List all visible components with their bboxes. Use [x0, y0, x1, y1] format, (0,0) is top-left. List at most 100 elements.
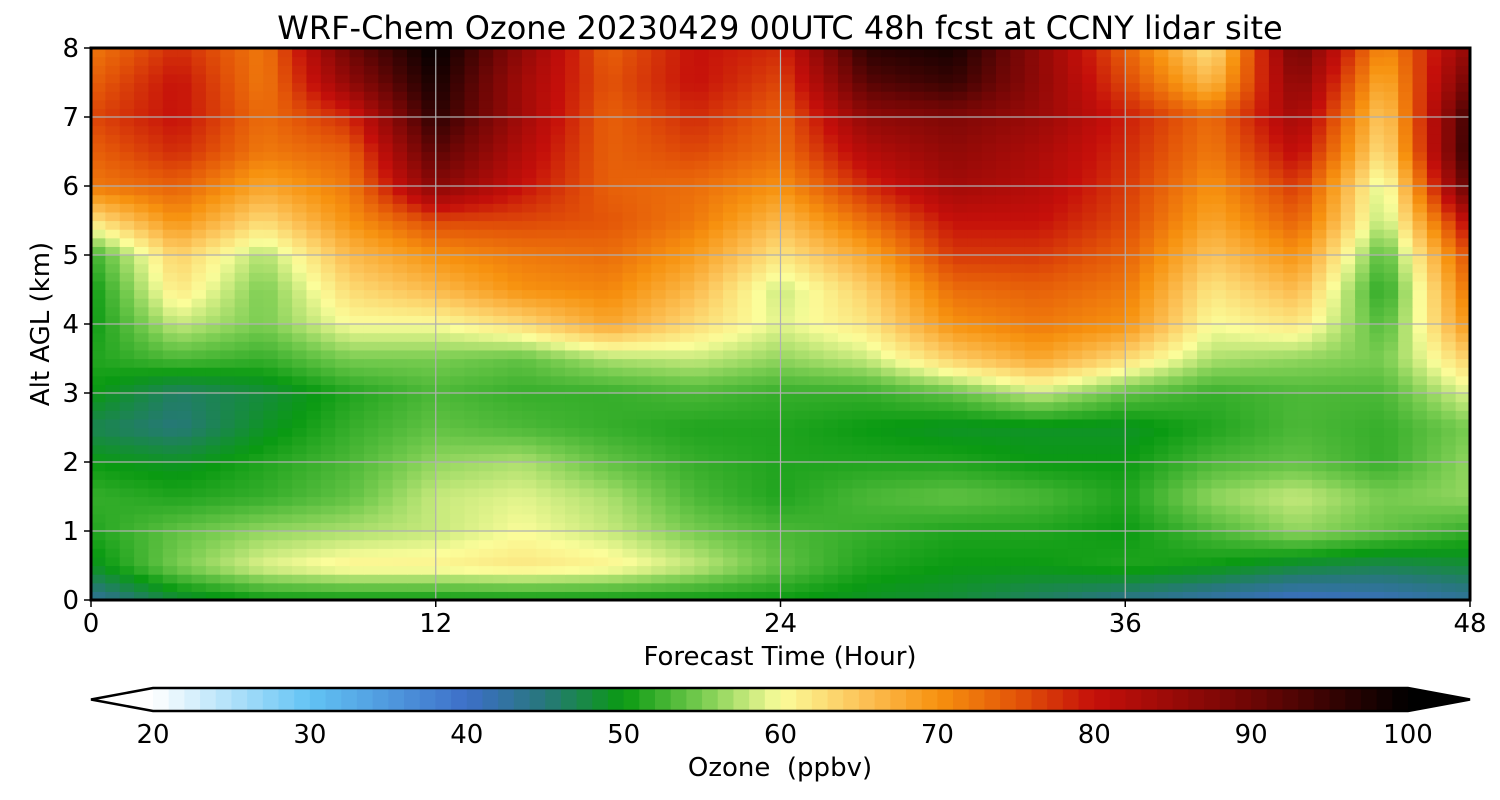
- heatmap-cell: [723, 246, 738, 256]
- heatmap-cell: [234, 332, 250, 342]
- heatmap-cell: [1211, 289, 1227, 299]
- heatmap-cell: [1311, 393, 1327, 403]
- heatmap-cell: [1024, 375, 1040, 385]
- heatmap-cell: [1398, 410, 1414, 420]
- heatmap-cell: [536, 444, 552, 454]
- heatmap-cell: [1268, 220, 1284, 230]
- heatmap-cell: [363, 548, 379, 558]
- heatmap-cell: [1153, 298, 1169, 308]
- heatmap-cell: [493, 349, 509, 360]
- heatmap-cell: [995, 574, 1011, 584]
- heatmap-cell: [751, 289, 767, 299]
- heatmap-cell: [435, 410, 451, 420]
- heatmap-cell: [220, 229, 236, 239]
- heatmap-cell: [478, 470, 494, 480]
- heatmap-cell: [1455, 289, 1470, 299]
- heatmap-cell: [1125, 496, 1141, 506]
- heatmap-cell: [1412, 513, 1428, 523]
- heatmap-cell: [536, 160, 552, 170]
- heatmap-cell: [608, 220, 624, 230]
- heatmap-cell: [205, 427, 221, 437]
- heatmap-cell: [1225, 453, 1241, 463]
- heatmap-cell: [134, 384, 150, 394]
- heatmap-cell: [651, 453, 667, 463]
- heatmap-cell: [507, 255, 523, 265]
- heatmap-cell: [363, 255, 379, 265]
- heatmap-cell: [191, 453, 207, 463]
- heatmap-cell: [665, 160, 681, 170]
- heatmap-cell: [450, 272, 466, 282]
- heatmap-cell: [191, 582, 207, 592]
- heatmap-cell: [148, 246, 164, 256]
- heatmap-cell: [205, 220, 221, 230]
- heatmap-cell: [794, 418, 810, 429]
- heatmap-cell: [1067, 444, 1083, 454]
- heatmap-cell: [1053, 160, 1069, 170]
- heatmap-cell: [1225, 151, 1241, 161]
- heatmap-cell: [507, 306, 523, 316]
- heatmap-cell: [895, 427, 911, 437]
- heatmap-cell: [234, 418, 250, 429]
- heatmap-cell: [119, 410, 135, 420]
- heatmap-cell: [478, 487, 494, 498]
- heatmap-cell: [1355, 332, 1371, 342]
- heatmap-cell: [1039, 522, 1055, 532]
- heatmap-cell: [1039, 280, 1055, 291]
- heatmap-cell: [837, 211, 853, 222]
- heatmap-cell: [464, 375, 480, 385]
- heatmap-cell: [679, 315, 695, 325]
- heatmap-cell: [493, 556, 509, 567]
- heatmap-cell: [852, 341, 868, 351]
- heatmap-cell: [1010, 565, 1026, 575]
- heatmap-cell: [1283, 160, 1299, 170]
- heatmap-cell: [1010, 548, 1026, 558]
- heatmap-cell: [1326, 358, 1342, 368]
- heatmap-cell: [349, 522, 365, 532]
- heatmap-cell: [665, 186, 681, 196]
- heatmap-cell: [335, 375, 351, 385]
- heatmap-cell: [464, 315, 480, 325]
- heatmap-cell: [1297, 186, 1313, 196]
- heatmap-cell: [694, 168, 710, 178]
- heatmap-cell: [1455, 479, 1470, 489]
- heatmap-cell: [1110, 565, 1126, 575]
- heatmap-cell: [679, 237, 695, 247]
- heatmap-cell: [924, 229, 940, 239]
- heatmap-cell: [895, 255, 911, 265]
- heatmap-cell: [1024, 479, 1040, 489]
- heatmap-cell: [277, 177, 293, 187]
- heatmap-cell: [177, 229, 193, 239]
- heatmap-cell: [320, 246, 336, 256]
- heatmap-cell: [679, 401, 695, 411]
- heatmap-cell: [1039, 531, 1055, 541]
- heatmap-cell: [809, 418, 825, 429]
- heatmap-cell: [234, 367, 250, 377]
- heatmap-cell: [723, 280, 738, 291]
- heatmap-cell: [636, 556, 652, 567]
- heatmap-cell: [679, 582, 695, 592]
- heatmap-cell: [134, 462, 150, 472]
- heatmap-cell: [1412, 401, 1428, 411]
- heatmap-cell: [105, 341, 121, 351]
- heatmap-cell: [277, 487, 293, 498]
- heatmap-cell: [148, 375, 164, 385]
- heatmap-cell: [1268, 151, 1284, 161]
- heatmap-cell: [679, 272, 695, 282]
- heatmap-cell: [234, 487, 250, 498]
- heatmap-cell: [780, 168, 796, 178]
- heatmap-cell: [1268, 237, 1284, 247]
- heatmap-cell: [1110, 418, 1126, 429]
- heatmap-cell: [1039, 539, 1055, 549]
- heatmap-cell: [134, 255, 150, 265]
- heatmap-cell: [550, 427, 566, 437]
- heatmap-cell: [924, 393, 940, 403]
- heatmap-cell: [780, 289, 796, 299]
- heatmap-cell: [1383, 410, 1399, 420]
- heatmap-cell: [809, 332, 825, 342]
- heatmap-cell: [766, 565, 782, 575]
- heatmap-cell: [651, 203, 667, 213]
- heatmap-cell: [320, 522, 336, 532]
- heatmap-cell: [464, 556, 480, 567]
- heatmap-cell: [981, 229, 997, 239]
- heatmap-cell: [1311, 384, 1327, 394]
